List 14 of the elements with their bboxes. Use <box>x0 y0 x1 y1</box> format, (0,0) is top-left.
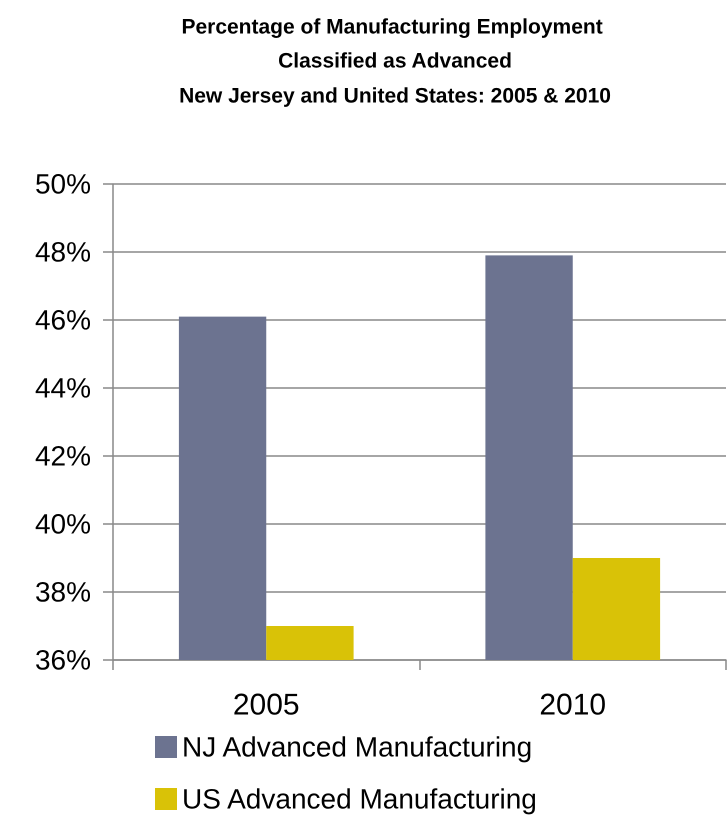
x-tick-label: 2005 <box>232 688 300 722</box>
legend-label: NJ Advanced Manufacturing <box>182 732 532 762</box>
y-tick-label: 38% <box>34 576 91 608</box>
y-tick-label: 40% <box>34 508 91 540</box>
y-tick-label: 50% <box>34 168 91 200</box>
y-tick-label: 46% <box>34 304 91 336</box>
legend-label: US Advanced Manufacturing <box>182 784 537 814</box>
x-tick-label: 2010 <box>539 688 606 722</box>
chart-subtitle: New Jersey and United States: 2005 & 2010 <box>179 84 611 108</box>
y-tick-label: 42% <box>34 440 91 472</box>
y-tick-label: 44% <box>34 372 91 404</box>
y-tick-label: 36% <box>34 644 91 676</box>
y-tick-label: 48% <box>34 236 91 268</box>
chart-title: Percentage of Manufacturing Employment Classified as Advanced <box>181 16 609 72</box>
